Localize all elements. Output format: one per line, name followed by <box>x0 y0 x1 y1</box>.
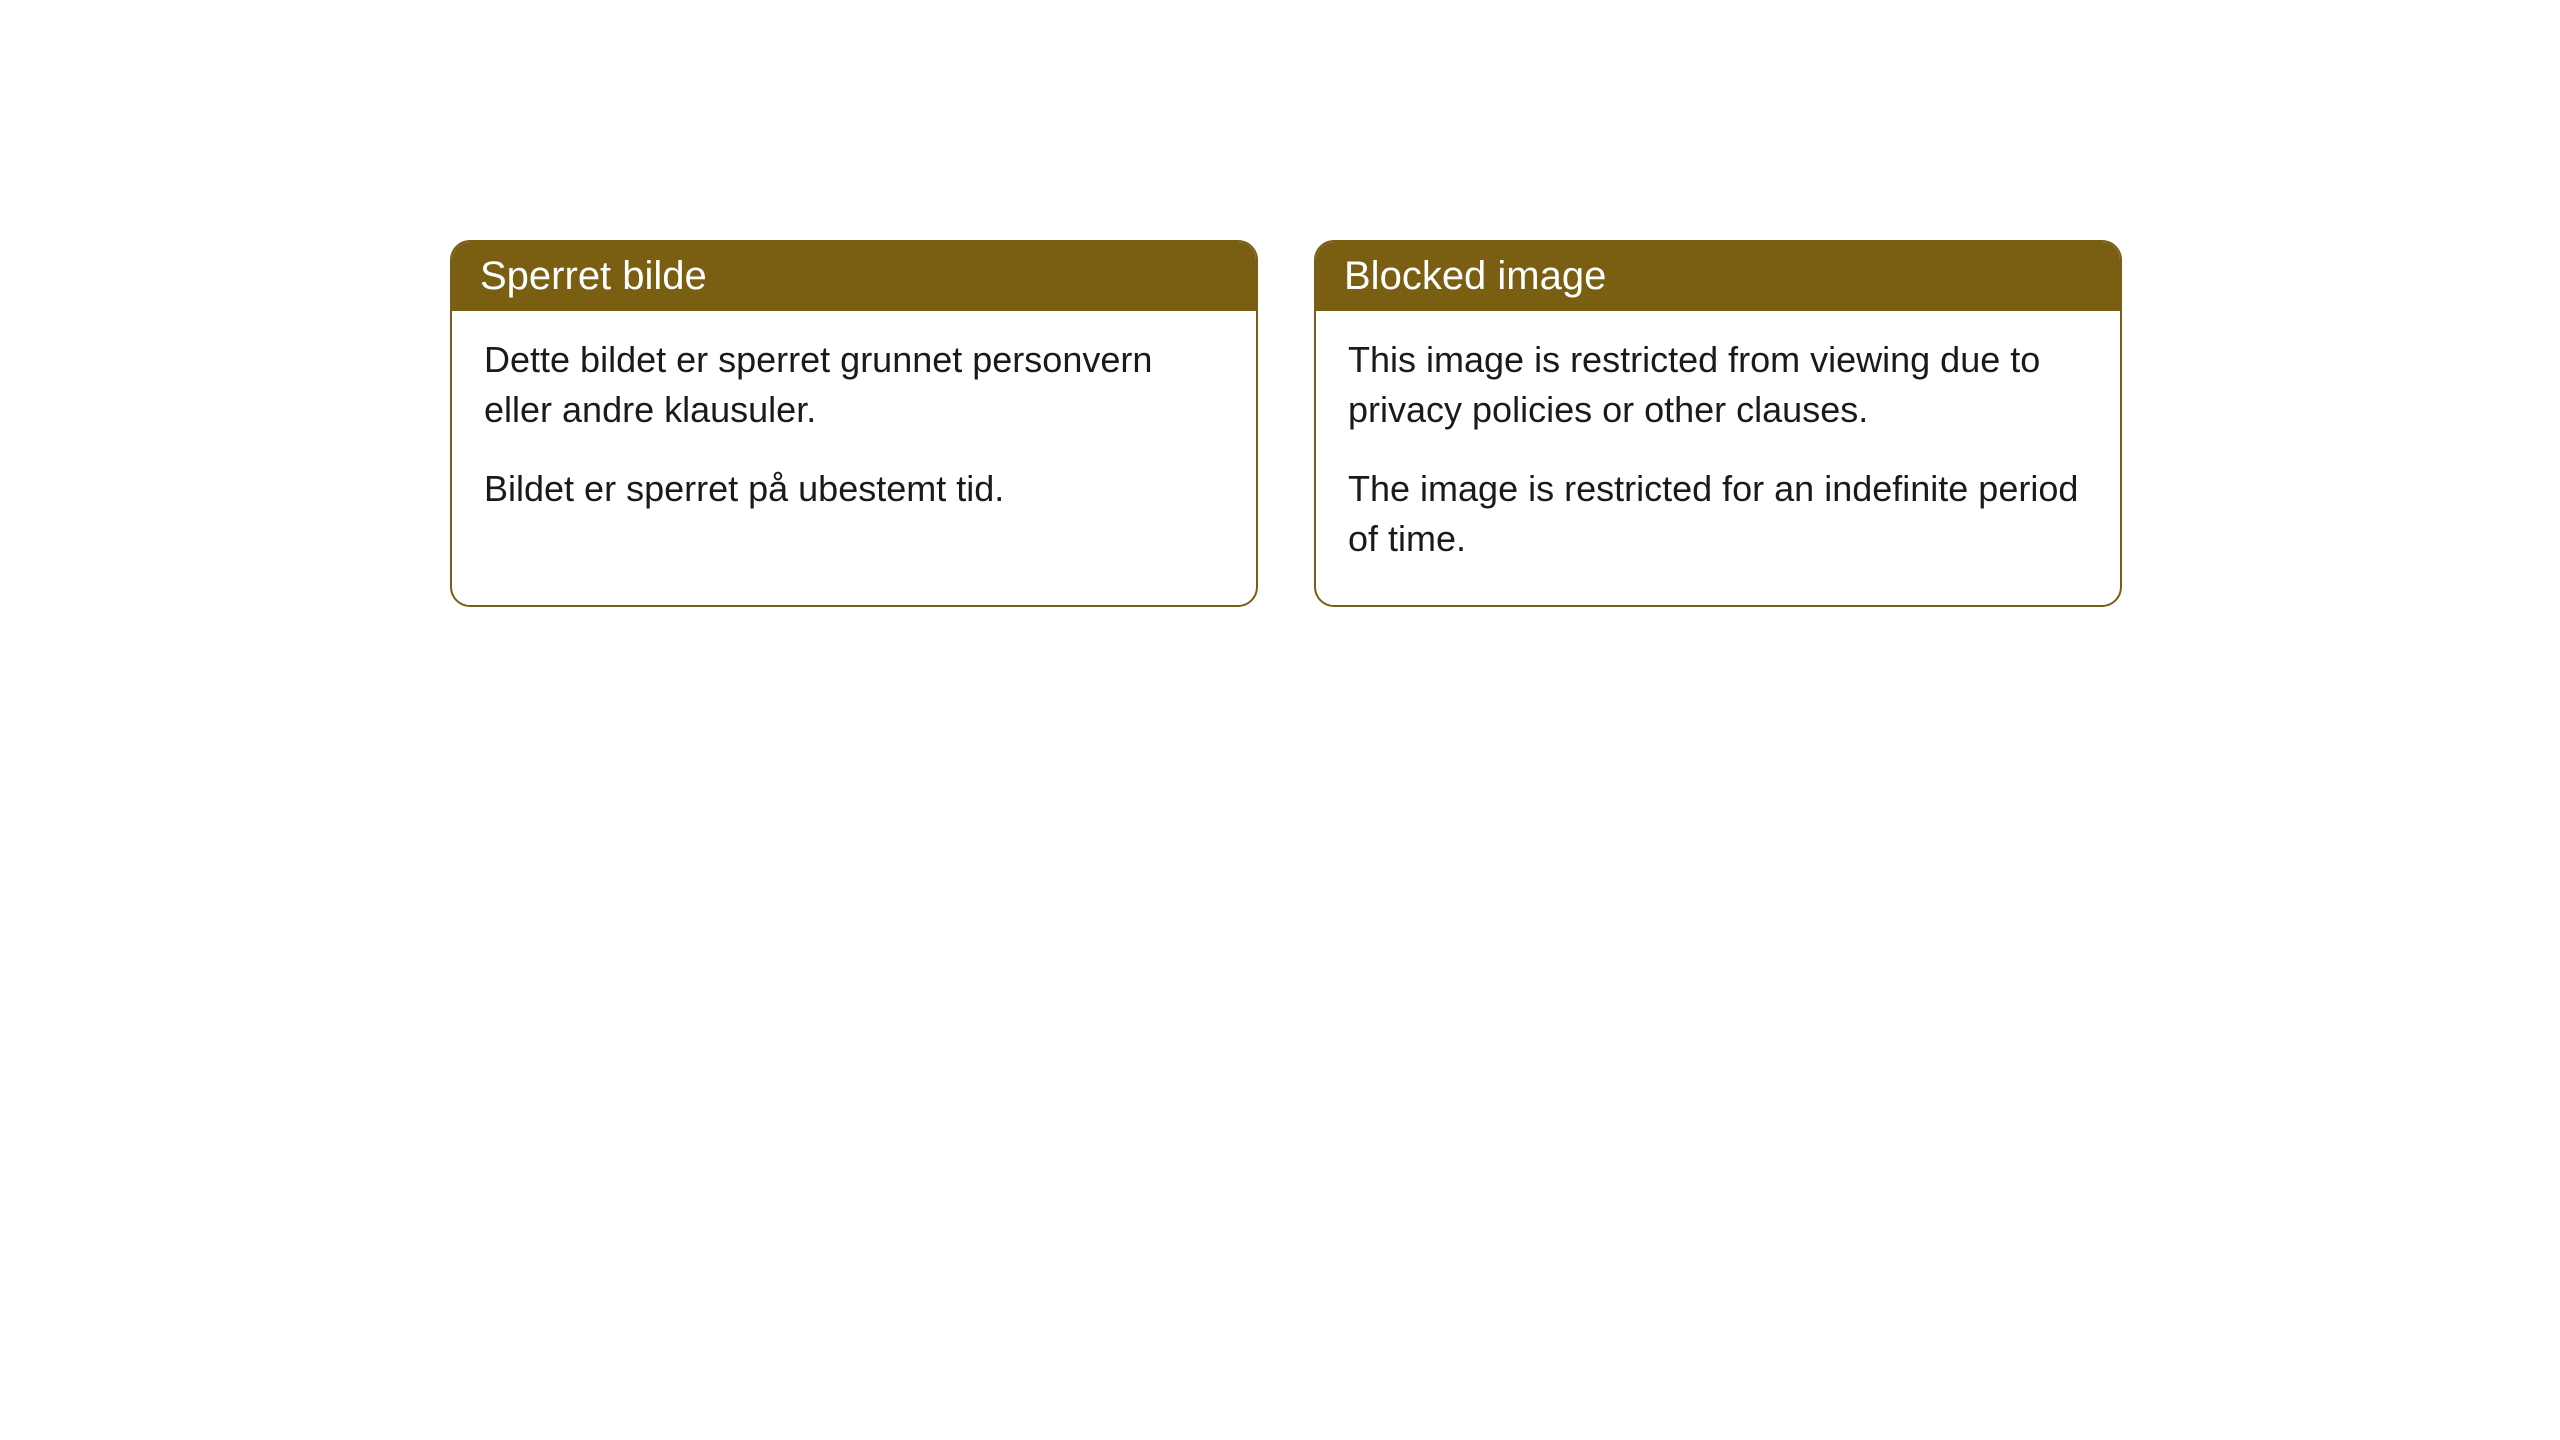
card-header: Sperret bilde <box>452 242 1256 311</box>
card-header: Blocked image <box>1316 242 2120 311</box>
blocked-image-card-norwegian: Sperret bilde Dette bildet er sperret gr… <box>450 240 1258 607</box>
blocked-image-card-english: Blocked image This image is restricted f… <box>1314 240 2122 607</box>
card-title: Sperret bilde <box>480 254 707 298</box>
notice-cards-container: Sperret bilde Dette bildet er sperret gr… <box>450 240 2560 607</box>
card-title: Blocked image <box>1344 254 1606 298</box>
card-body: This image is restricted from viewing du… <box>1316 311 2120 605</box>
card-paragraph: Dette bildet er sperret grunnet personve… <box>484 335 1224 436</box>
card-body: Dette bildet er sperret grunnet personve… <box>452 311 1256 554</box>
card-paragraph: This image is restricted from viewing du… <box>1348 335 2088 436</box>
card-paragraph: The image is restricted for an indefinit… <box>1348 464 2088 565</box>
card-paragraph: Bildet er sperret på ubestemt tid. <box>484 464 1224 514</box>
